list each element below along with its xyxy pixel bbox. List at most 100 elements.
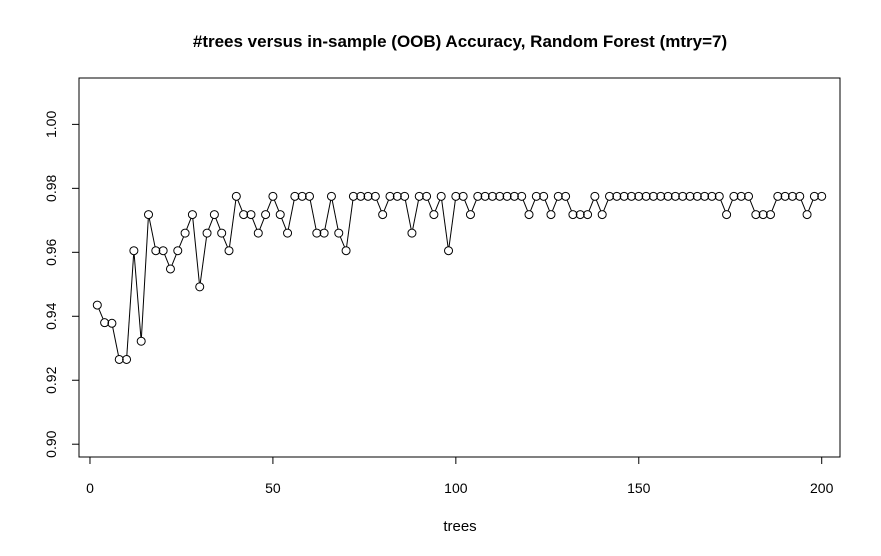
data-point — [656, 191, 666, 201]
series-segment — [800, 199, 807, 212]
data-point — [795, 191, 805, 201]
data-point — [480, 191, 490, 201]
data-point — [202, 228, 212, 238]
series-segment — [551, 199, 558, 212]
data-point — [436, 191, 446, 201]
data-point — [414, 191, 424, 201]
data-point — [158, 246, 168, 256]
data-point — [692, 191, 702, 201]
series-segment — [339, 236, 346, 248]
y-tick-label: 1.00 — [43, 111, 59, 138]
data-point — [429, 210, 439, 220]
data-point — [751, 210, 761, 220]
series-segment — [281, 218, 287, 230]
data-point — [619, 191, 629, 201]
data-point — [319, 228, 329, 238]
data-point — [539, 191, 549, 201]
series-segment — [251, 218, 258, 230]
data-point — [561, 191, 571, 201]
data-point — [407, 228, 417, 238]
series-segment — [749, 199, 755, 212]
data-point — [473, 191, 483, 201]
data-point — [392, 191, 402, 201]
data-point — [495, 191, 505, 201]
series-segment — [164, 254, 170, 266]
data-point — [714, 191, 724, 201]
series-segment — [178, 236, 185, 248]
data-point — [722, 210, 732, 220]
data-point — [107, 318, 117, 328]
data-point — [729, 191, 739, 201]
series-segment — [471, 199, 477, 212]
series-segment — [412, 200, 419, 230]
data-point — [122, 354, 132, 364]
series-segment — [186, 218, 192, 230]
data-point — [502, 191, 512, 201]
data-point — [809, 191, 819, 201]
data-point — [370, 191, 380, 201]
series-segment — [199, 237, 208, 283]
data-point — [590, 191, 600, 201]
series-segment — [727, 199, 733, 212]
series-segment — [287, 200, 295, 230]
x-tick-label: 0 — [86, 480, 94, 496]
data-point — [583, 210, 593, 220]
series-segment — [434, 199, 441, 212]
data-point — [707, 191, 717, 201]
y-tick-label: 0.94 — [43, 302, 59, 329]
data-point — [817, 191, 827, 201]
data-point — [524, 210, 534, 220]
data-point — [663, 191, 673, 201]
data-point — [217, 228, 227, 238]
series-segment — [126, 254, 135, 356]
data-point — [517, 191, 527, 201]
data-point — [261, 210, 271, 220]
x-tick-label: 50 — [265, 480, 281, 496]
data-point — [195, 282, 205, 292]
series-segment — [148, 218, 156, 247]
y-tick-label: 0.90 — [43, 430, 59, 457]
data-point — [268, 191, 278, 201]
data-point — [297, 191, 307, 201]
x-axis-label: trees — [443, 518, 476, 535]
series-segment — [588, 199, 594, 212]
y-tick-label: 0.96 — [43, 238, 59, 265]
data-point — [378, 210, 388, 220]
data-point — [129, 246, 139, 256]
data-point — [612, 191, 622, 201]
data-point — [253, 228, 263, 238]
data-point — [451, 191, 461, 201]
series-segment — [237, 199, 243, 212]
data-point — [553, 191, 563, 201]
data-point — [509, 191, 519, 201]
data-point — [531, 191, 541, 201]
data-point — [180, 228, 190, 238]
series-segment — [229, 200, 237, 247]
data-point — [275, 210, 285, 220]
data-point — [568, 210, 578, 220]
series-segment — [140, 218, 149, 338]
data-point — [546, 210, 556, 220]
series-segment — [98, 308, 104, 320]
data-point — [283, 228, 293, 238]
series-segment — [530, 199, 536, 212]
data-point — [231, 191, 241, 201]
series-segment — [427, 199, 433, 212]
data-point — [787, 191, 797, 201]
data-point — [144, 210, 154, 220]
series-segment — [331, 200, 339, 230]
data-point — [224, 246, 234, 256]
data-point — [363, 191, 373, 201]
series-segment — [376, 199, 382, 212]
y-tick-label: 0.92 — [43, 366, 59, 393]
data-point — [100, 318, 110, 328]
data-point — [634, 191, 644, 201]
data-point — [465, 210, 475, 220]
data-point — [173, 246, 183, 256]
data-point — [187, 210, 197, 220]
series-segment — [192, 218, 200, 283]
data-point — [151, 246, 161, 256]
series-segment — [441, 200, 449, 247]
data-point — [765, 210, 775, 220]
series-segment — [771, 199, 777, 212]
